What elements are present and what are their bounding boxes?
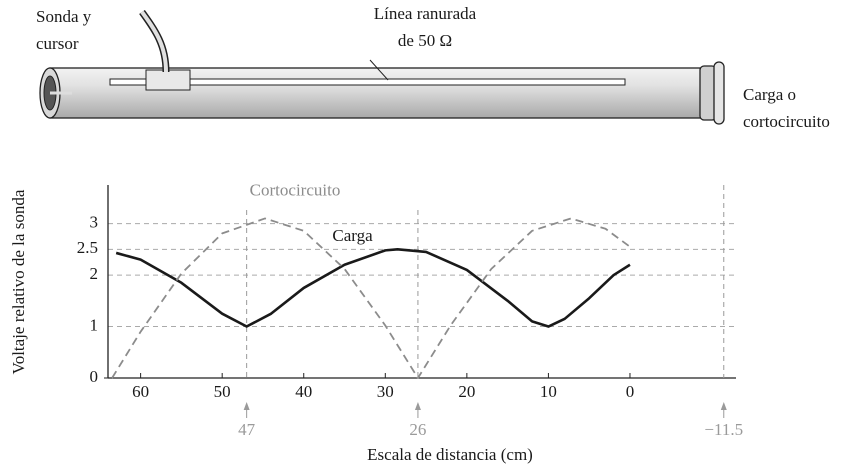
probe-label: cursor [36, 34, 79, 53]
y-tick-label: 1 [90, 315, 99, 334]
x-tick-label: 20 [458, 382, 475, 401]
series-label: Cortocircuito [250, 180, 341, 199]
marker-label: −11.5 [704, 420, 743, 439]
x-axis-label: Escala de distancia (cm) [367, 445, 533, 464]
y-tick-label: 2 [90, 264, 99, 283]
y-tick-label: 2.5 [77, 238, 98, 257]
x-tick-label: 0 [626, 382, 635, 401]
line-label: de 50 Ω [398, 31, 452, 50]
x-tick-label: 60 [132, 382, 149, 401]
x-tick-label: 10 [540, 382, 557, 401]
slotted-line-drawing [39, 9, 725, 125]
marker-arrowhead [720, 402, 727, 410]
x-tick-label: 50 [214, 382, 231, 401]
y-tick-label: 3 [90, 213, 99, 232]
x-tick-label: 40 [295, 382, 312, 401]
series-label: Carga [332, 226, 373, 245]
marker-arrowhead [243, 402, 250, 410]
y-axis-label: Voltaje relativo de la sonda [9, 189, 28, 374]
line-label: Línea ranurada [374, 4, 477, 23]
series-line [115, 248, 631, 328]
marker-label: 26 [409, 420, 426, 439]
probe-label: Sonda y [36, 7, 92, 26]
series-line [111, 217, 631, 379]
y-tick-label: 0 [90, 367, 99, 386]
load-label: cortocircuito [743, 112, 830, 131]
x-tick-label: 30 [377, 382, 394, 401]
marker-label: 47 [238, 420, 256, 439]
load-label: Carga o [743, 85, 796, 104]
marker-arrowhead [414, 402, 421, 410]
